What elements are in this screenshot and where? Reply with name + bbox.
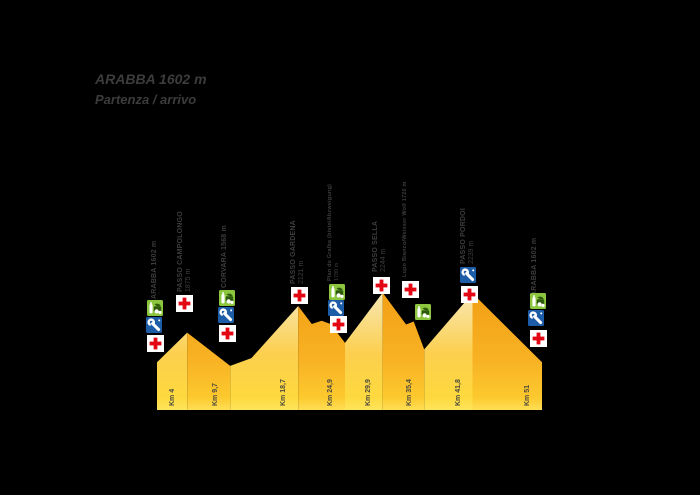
profile-face-light	[157, 332, 188, 410]
km-tick-label: Km 41,8	[454, 379, 462, 406]
medical-icon	[402, 281, 419, 298]
km-tick-label: Km 4	[169, 388, 177, 406]
waypoint-label-arabba-start: ARABBA 1602 m	[151, 241, 159, 299]
refreshment-icon	[415, 304, 431, 320]
waypoint-name: PASSO PORDOI	[460, 208, 467, 264]
profile-face-light	[230, 306, 299, 410]
mechanic-icon	[460, 267, 476, 283]
title-location: ARABBA 1602 m	[95, 71, 207, 87]
medical-icon	[461, 286, 478, 303]
mechanic-icon	[146, 317, 162, 333]
waypoint-label-corvara: CORVARA 1568 m	[221, 225, 229, 288]
refreshment-icon	[530, 293, 546, 309]
waypoint-name: ARABBA 1602 m	[531, 237, 538, 296]
waypoint-name: Plan de Gralba (bivio/Abzweigung)	[327, 183, 333, 281]
km-tick-label: Km 9,7	[212, 383, 220, 406]
waypoint-altitude: 2239 m	[468, 240, 475, 264]
title-subtitle: Partenza / arrivo	[95, 92, 197, 107]
km-tick-label: Km 35,4	[406, 379, 414, 406]
waypoint-altitude: 2121 m	[298, 260, 305, 284]
km-tick-label: Km 24,9	[326, 379, 334, 406]
waypoint-label-passo-campolongo: PASSO CAMPOLONGO 1875 m	[177, 211, 193, 292]
waypoint-label-passo-gardena: PASSO GARDENA 2121 m	[290, 220, 306, 284]
waypoint-altitude: 1780 m	[333, 262, 340, 281]
waypoint-altitude: 2244 m	[380, 248, 387, 272]
km-tick-label: Km 51	[523, 384, 531, 406]
refreshment-icon	[219, 290, 235, 306]
medical-icon	[176, 295, 193, 312]
profile-face-dark	[472, 293, 542, 410]
waypoint-label-passo-pordoi: PASSO PORDOI 2239 m	[460, 208, 476, 264]
page-title: ARABBA 1602 m Partenza / arrivo	[95, 70, 207, 108]
medical-icon	[373, 277, 390, 294]
waypoint-name: PASSO CAMPOLONGO	[177, 211, 184, 292]
waypoint-altitude: 1875 m	[185, 268, 192, 292]
km-tick-label: Km 18,7	[280, 379, 288, 406]
mechanic-icon	[528, 310, 544, 326]
refreshment-icon	[329, 284, 345, 300]
profile-face-dark	[187, 332, 231, 410]
waypoint-name: ARABBA 1602 m	[151, 240, 158, 299]
profile-face-dark	[382, 292, 425, 410]
waypoint-name: Lupo Bianco/Weisser Wolf 1720 m	[402, 181, 408, 277]
waypoint-name: PASSO SELLA	[372, 220, 379, 272]
medical-icon	[530, 330, 547, 347]
waypoint-label-arabba-finish: ARABBA 1602 m	[531, 238, 539, 296]
waypoint-name: PASSO GARDENA	[290, 220, 297, 284]
waypoint-label-lupo-bianco: Lupo Bianco/Weisser Wolf 1720 m	[402, 181, 409, 277]
profile-face-light	[345, 292, 383, 410]
mechanic-icon	[218, 307, 234, 323]
waypoint-label-passo-sella: PASSO SELLA 2244 m	[372, 221, 388, 272]
medical-icon	[147, 335, 164, 352]
waypoint-name: CORVARA 1568 m	[221, 225, 228, 288]
waypoint-label-plan-de-gralba: Plan de Gralba (bivio/Abzweigung) 1780 m	[327, 184, 340, 281]
medical-icon	[291, 287, 308, 304]
km-tick-label: Km 29,9	[364, 379, 372, 406]
medical-icon	[330, 316, 347, 333]
profile-face-light	[424, 293, 473, 410]
mechanic-icon	[328, 300, 344, 316]
refreshment-icon	[147, 300, 163, 316]
medical-icon	[219, 325, 236, 342]
